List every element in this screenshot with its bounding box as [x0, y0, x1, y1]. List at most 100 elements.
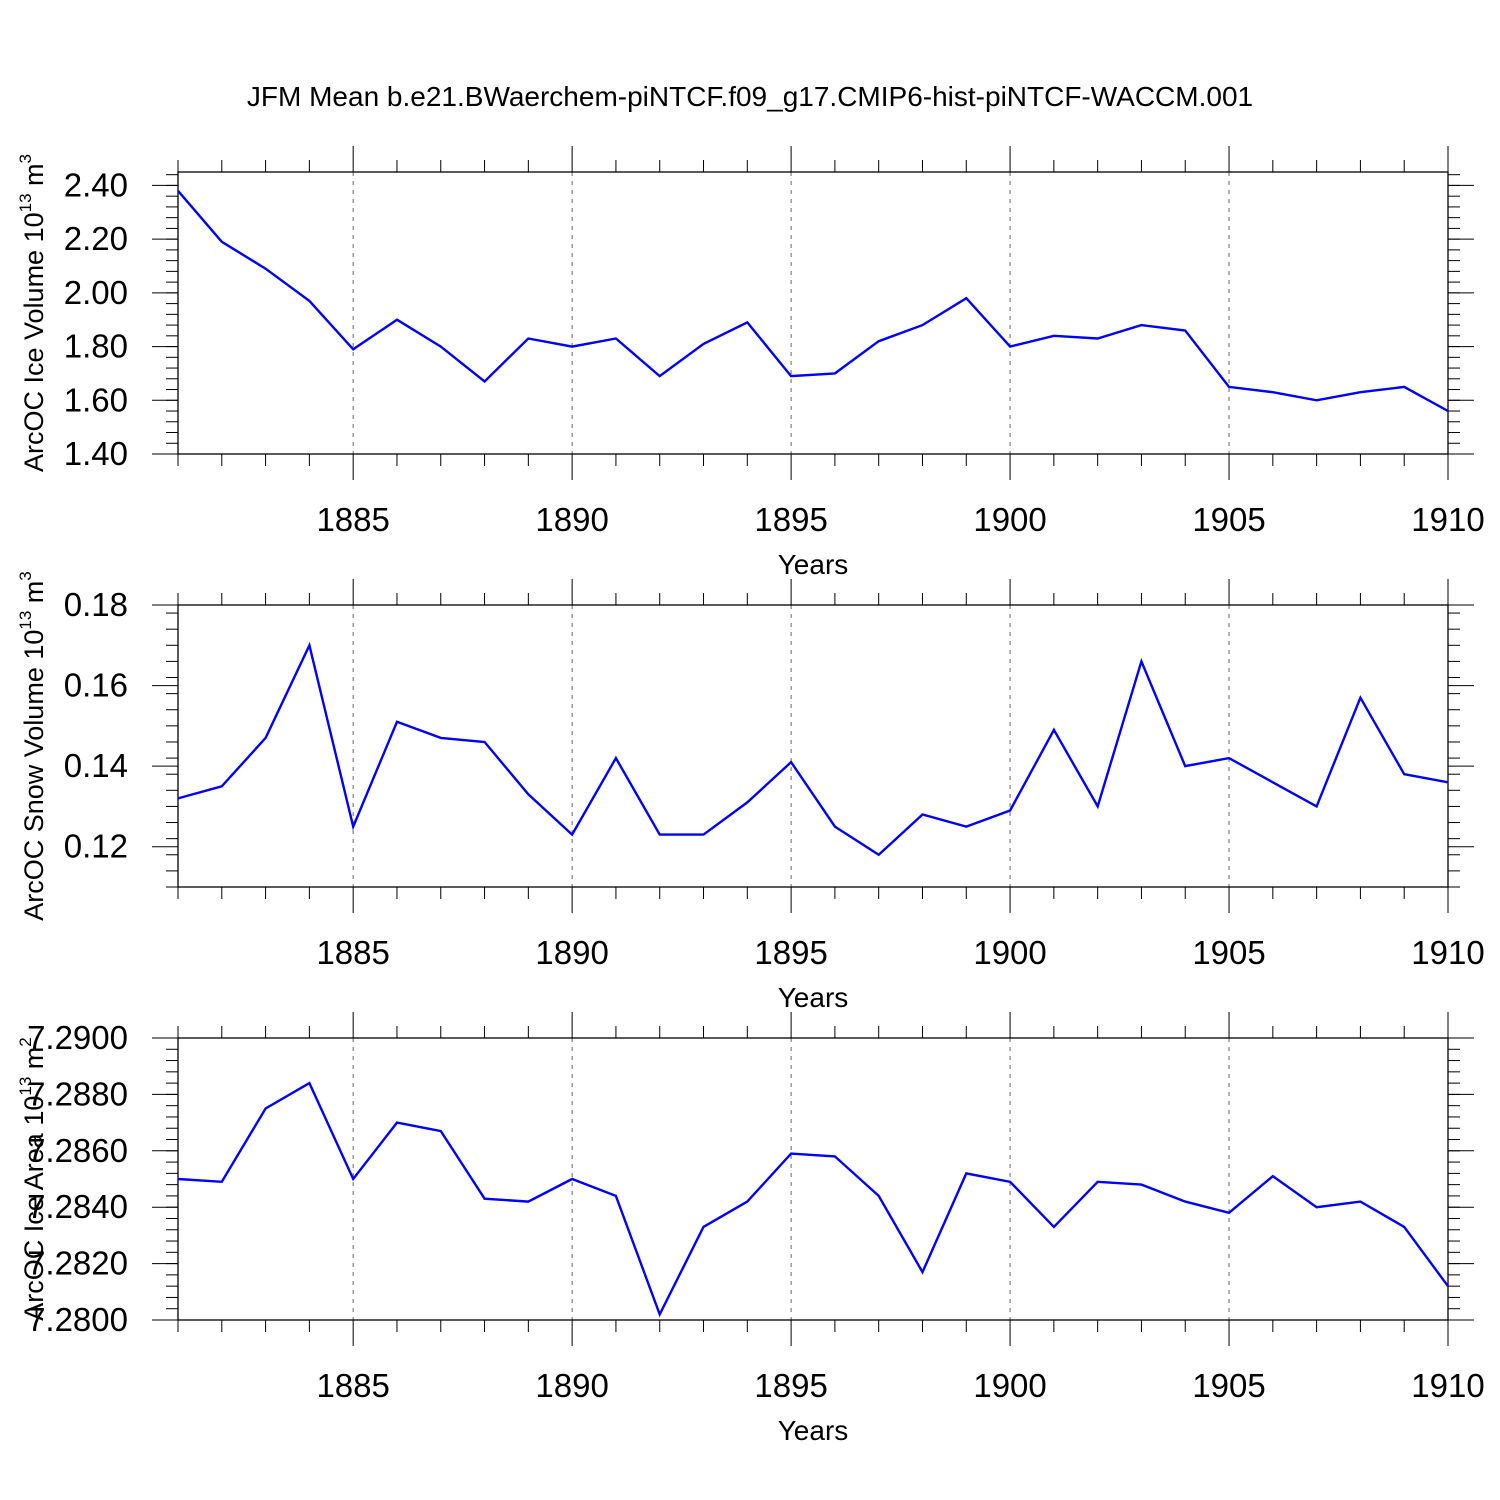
data-point — [1008, 345, 1012, 349]
panel-2: 0.12 0.14 0.16 0.18 1885 1890 1895 1900 1905 1910… — [16, 571, 1485, 1013]
x-tick-label: 1905 — [1192, 934, 1265, 971]
data-point — [702, 1225, 706, 1229]
data-point — [307, 643, 311, 647]
data-point — [789, 760, 793, 764]
y-axis-label-part: 13 — [16, 193, 35, 212]
data-point — [439, 736, 443, 740]
x-tick-label: 1890 — [535, 1367, 608, 1404]
data-point — [570, 833, 574, 837]
data-point — [1139, 1183, 1143, 1187]
data-point — [1271, 1174, 1275, 1178]
data-point — [920, 812, 924, 816]
data-point — [1227, 756, 1231, 760]
data-point — [351, 825, 355, 829]
x-axis-label: Years — [778, 549, 849, 580]
data-point — [1358, 390, 1362, 394]
data-point — [1315, 804, 1319, 808]
data-point — [833, 825, 837, 829]
data-point — [1096, 804, 1100, 808]
y-tick-label: 7.2800 — [27, 1301, 128, 1338]
y-axis-label-part: 2 — [16, 1037, 35, 1046]
data-point — [526, 792, 530, 796]
data-point — [1227, 385, 1231, 389]
y-tick-label: 1.60 — [64, 381, 128, 418]
y-tick-label: 7.2860 — [27, 1132, 128, 1169]
data-point — [395, 1121, 399, 1125]
y-tick-label: 1.80 — [64, 328, 128, 365]
data-point — [658, 374, 662, 378]
x-tick-label: 1905 — [1192, 501, 1265, 538]
x-tick-label: 1910 — [1411, 501, 1484, 538]
data-point — [1139, 659, 1143, 663]
data-point — [920, 1270, 924, 1274]
x-tick-label: 1905 — [1192, 1367, 1265, 1404]
y-tick-label: 7.2880 — [27, 1075, 128, 1112]
x-tick-label: 1890 — [535, 934, 608, 971]
data-point — [307, 1081, 311, 1085]
data-point — [1402, 772, 1406, 776]
x-tick-label: 1910 — [1411, 934, 1484, 971]
series-line — [177, 1081, 1449, 1318]
data-point — [483, 1197, 487, 1201]
data-point — [964, 1171, 968, 1175]
y-axis-label-part: 13 — [16, 611, 35, 630]
series-line — [177, 641, 1449, 857]
data-point — [264, 1107, 268, 1111]
data-point — [614, 1194, 618, 1198]
data-point — [964, 296, 968, 300]
y-axis-label-part: m — [19, 581, 49, 611]
data-point — [1271, 390, 1275, 394]
data-point — [702, 342, 706, 346]
data-point — [1008, 808, 1012, 812]
data-point — [264, 736, 268, 740]
x-tick-label: 1895 — [754, 934, 827, 971]
data-point — [220, 1180, 224, 1184]
y-tick-label: 7.2820 — [27, 1245, 128, 1282]
data-point — [964, 825, 968, 829]
panel-3: 7.2800 7.2820 7.2840 7.2860 7.2880 7.2900 1885… — [16, 1012, 1485, 1446]
data-point — [483, 379, 487, 383]
y-axis-label-part: 3 — [16, 571, 35, 580]
data-point — [658, 833, 662, 837]
x-tick-label: 1900 — [973, 934, 1046, 971]
y-tick-label: 2.00 — [64, 274, 128, 311]
y-tick-label: 0.14 — [64, 747, 128, 784]
data-point — [745, 1200, 749, 1204]
data-point — [614, 756, 618, 760]
data-point — [1183, 328, 1187, 332]
data-point — [395, 720, 399, 724]
plot-frame — [177, 171, 1449, 455]
data-point — [614, 337, 618, 341]
data-point — [351, 1177, 355, 1181]
x-tick-label: 1885 — [316, 934, 389, 971]
x-tick-label: 1890 — [535, 501, 608, 538]
data-point — [570, 345, 574, 349]
y-axis-label-part: ArcOC Ice Area 10 — [19, 1096, 49, 1321]
data-point — [745, 800, 749, 804]
data-point — [920, 323, 924, 327]
data-point — [789, 1152, 793, 1156]
series-line — [177, 190, 1449, 413]
data-point — [1008, 1180, 1012, 1184]
y-tick-label: 1.40 — [64, 435, 128, 472]
data-point — [570, 1177, 574, 1181]
y-axis-label-part: ArcOC Snow Volume 10 — [19, 630, 49, 921]
data-point — [1446, 1284, 1450, 1288]
data-point — [702, 833, 706, 837]
data-point — [1271, 780, 1275, 784]
y-axis-label: ArcOC Snow Volume 1013 m3 — [16, 571, 49, 921]
y-axis-label: ArcOC Ice Area 1013 m2 — [16, 1037, 49, 1321]
data-point — [176, 1177, 180, 1181]
data-point — [1052, 1225, 1056, 1229]
data-point — [789, 374, 793, 378]
y-axis-label-part: 3 — [16, 154, 35, 163]
data-point — [176, 189, 180, 193]
data-point — [264, 267, 268, 271]
data-point — [1052, 728, 1056, 732]
plot-frame — [177, 604, 1449, 888]
data-point — [1446, 409, 1450, 413]
data-point — [1402, 1225, 1406, 1229]
x-tick-label: 1895 — [754, 501, 827, 538]
x-tick-label: 1885 — [316, 1367, 389, 1404]
